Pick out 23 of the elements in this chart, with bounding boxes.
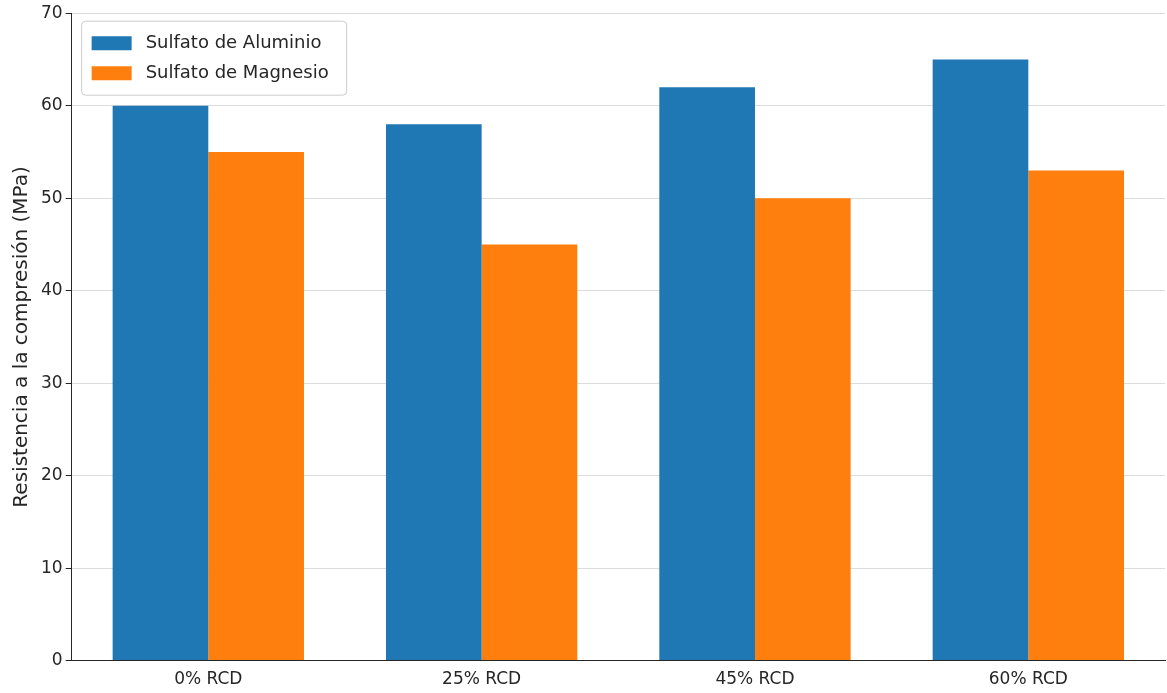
y-tick-label: 40 — [40, 279, 63, 300]
bar — [1028, 170, 1124, 661]
x-tick-label: 60% RCD — [988, 668, 1068, 689]
bar — [385, 124, 482, 661]
y-tick-label: 0 — [51, 649, 63, 670]
y-tick-label: 70 — [40, 1, 63, 22]
y-tick-label: 20 — [40, 464, 63, 485]
bar — [754, 198, 851, 661]
bar — [481, 244, 578, 661]
x-tick-label: 45% RCD — [715, 668, 795, 689]
y-tick-label: 10 — [40, 556, 63, 577]
legend-label: Sulfato de Magnesio — [145, 60, 329, 82]
y-tick-label: 30 — [40, 371, 63, 392]
y-tick-label: 50 — [40, 186, 63, 207]
bar — [659, 87, 755, 661]
bar — [112, 105, 209, 661]
bar — [208, 151, 304, 661]
y-tick-label: 60 — [40, 94, 63, 115]
bar — [932, 59, 1029, 661]
x-tick-label: 25% RCD — [442, 668, 522, 689]
legend-label: Sulfato de Aluminio — [145, 30, 322, 52]
x-tick-label: 0% RCD — [174, 668, 243, 689]
y-axis-title: Resistencia a la compresión (MPa) — [8, 166, 33, 508]
